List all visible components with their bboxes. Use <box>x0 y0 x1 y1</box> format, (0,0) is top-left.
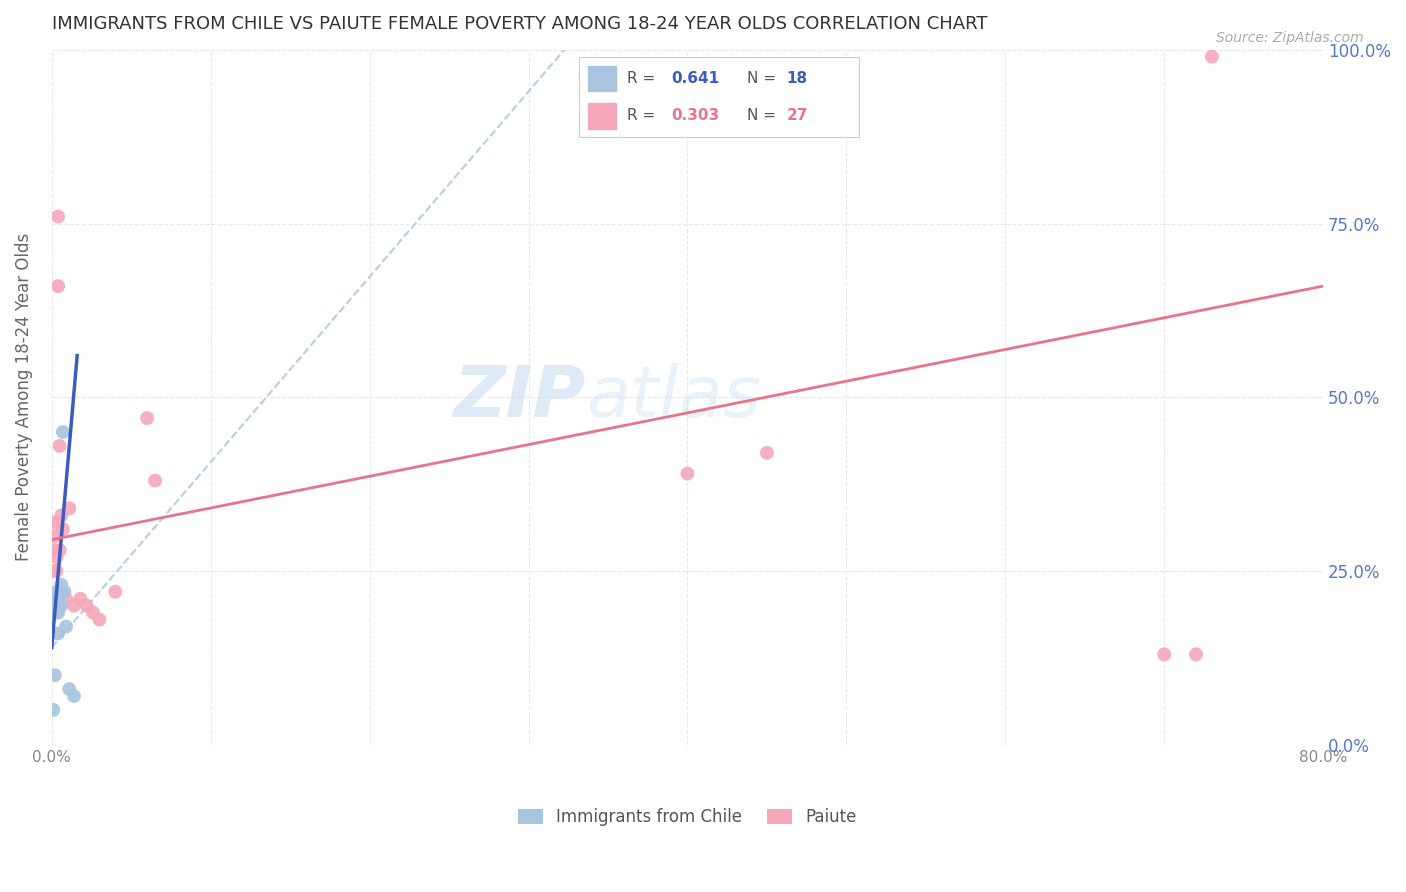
Point <box>55 619 77 633</box>
Point <box>58 681 80 696</box>
Point <box>44 529 66 543</box>
Point <box>45 549 67 564</box>
Point <box>63 599 86 613</box>
Point <box>46 279 69 293</box>
Point <box>42 564 65 578</box>
Point <box>44 516 66 530</box>
Point <box>44 668 66 682</box>
Point <box>48 543 70 558</box>
Point <box>48 584 70 599</box>
Point <box>55 591 77 606</box>
Point <box>136 411 159 425</box>
Point <box>58 501 80 516</box>
Point <box>48 599 70 613</box>
Point <box>51 578 73 592</box>
Point <box>676 467 699 481</box>
Point <box>104 584 127 599</box>
Point <box>45 584 67 599</box>
Point <box>45 564 67 578</box>
Point <box>51 599 73 613</box>
Point <box>46 626 69 640</box>
Point <box>53 584 76 599</box>
Point <box>48 439 70 453</box>
Point <box>42 703 65 717</box>
Point <box>1153 648 1175 662</box>
Point <box>46 591 69 606</box>
Point <box>89 613 111 627</box>
Y-axis label: Female Poverty Among 18-24 Year Olds: Female Poverty Among 18-24 Year Olds <box>15 233 32 561</box>
Point <box>45 599 67 613</box>
Point <box>143 474 166 488</box>
Text: ZIP: ZIP <box>454 363 586 432</box>
Point <box>44 606 66 620</box>
Point <box>82 606 104 620</box>
Point <box>1201 50 1223 64</box>
Point <box>76 599 98 613</box>
Point <box>755 446 778 460</box>
Point <box>63 689 86 703</box>
Point <box>52 425 75 439</box>
Point <box>45 591 67 606</box>
Point <box>1185 648 1208 662</box>
Point <box>51 508 73 523</box>
Point <box>52 522 75 536</box>
Point <box>44 543 66 558</box>
Point <box>46 210 69 224</box>
Text: IMMIGRANTS FROM CHILE VS PAIUTE FEMALE POVERTY AMONG 18-24 YEAR OLDS CORRELATION: IMMIGRANTS FROM CHILE VS PAIUTE FEMALE P… <box>52 15 987 33</box>
Legend: Immigrants from Chile, Paiute: Immigrants from Chile, Paiute <box>512 802 863 833</box>
Point <box>46 606 69 620</box>
Text: atlas: atlas <box>586 363 761 432</box>
Point <box>69 591 91 606</box>
Text: Source: ZipAtlas.com: Source: ZipAtlas.com <box>1216 31 1364 45</box>
